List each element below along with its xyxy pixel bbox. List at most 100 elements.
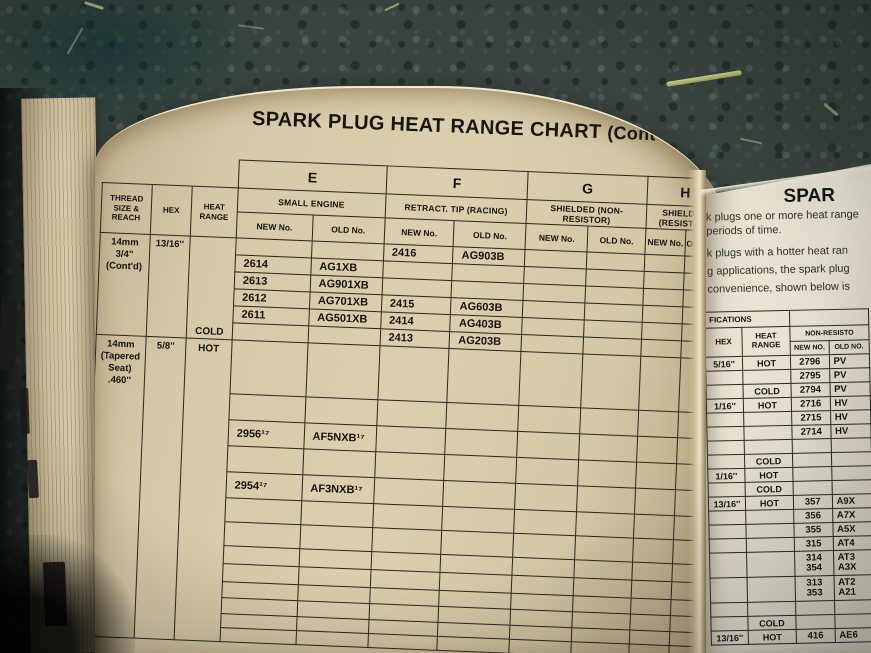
table-cell: 2794: [790, 382, 830, 398]
table-cell: AF5NXB¹⁷: [303, 422, 377, 452]
right-page-heading-fragment: SPAR: [783, 184, 836, 208]
table-cell: [229, 339, 308, 397]
table-cell: [746, 537, 795, 553]
table-cell: [305, 342, 380, 400]
table-cell: [640, 339, 682, 358]
table-cell: HOT: [742, 355, 791, 371]
table-cell: 2954¹⁷: [225, 471, 303, 501]
table-cell: AT4: [832, 535, 871, 551]
table-cell: [705, 384, 744, 400]
page-edge-mark: [19, 387, 30, 435]
table-cell: [295, 630, 369, 648]
table-cell: [743, 425, 793, 441]
table-cell: [642, 288, 684, 307]
table-cell: [792, 438, 831, 454]
table-cell: [743, 411, 792, 427]
table-cell: 13/16'': [711, 630, 749, 646]
table-cell: [519, 351, 584, 408]
table-cell: [708, 510, 746, 526]
table-cell: [442, 506, 515, 534]
straw-fragment: [666, 70, 742, 87]
table-cell: [830, 437, 871, 453]
table-cell: [831, 465, 871, 481]
table-cell: [513, 533, 576, 560]
table-cell: [437, 636, 510, 653]
table-cell: PV: [829, 367, 870, 383]
page-edge-mark: [27, 459, 39, 499]
table-cell: [792, 466, 832, 482]
table-cell: 356: [793, 508, 833, 524]
table-cell: [517, 431, 580, 460]
table-cell: [574, 535, 634, 563]
table-cell: A9X: [831, 493, 871, 509]
spec-old-label: OLD NO.: [828, 339, 870, 355]
table-cell: [509, 639, 572, 653]
table-cell: [834, 613, 871, 629]
spec-group-label: NON-RESISTO: [789, 324, 870, 342]
table-cell: 1/16'': [707, 468, 746, 484]
table-cell: HV: [830, 423, 871, 439]
spacer-cell: [789, 308, 869, 327]
table-cell: [302, 448, 376, 478]
table-cell: A7X: [832, 507, 871, 523]
spec-hex-label: HEX: [704, 327, 743, 358]
spec-new-label: NEW NO.: [790, 340, 829, 356]
table-cell: [445, 428, 519, 458]
table-cell: [224, 497, 302, 525]
table-cell: [705, 370, 743, 386]
page-title: SPARK PLUG HEAT RANGE CHART (Cont'd): [195, 106, 725, 150]
table-cell: [644, 254, 685, 273]
table-cell: [744, 439, 793, 455]
table-cell: [710, 577, 748, 604]
table-cell: [641, 322, 683, 341]
table-cell: [795, 614, 835, 630]
table-cell: [576, 485, 636, 515]
table-cell: COLD: [742, 383, 792, 399]
table-cell: [575, 511, 635, 539]
table-cell: AT2 A21: [833, 574, 871, 601]
table-cell: [578, 433, 638, 463]
table-cell: [637, 410, 679, 438]
table-cell: [515, 457, 579, 486]
header-heat-range: HEAT RANGE: [190, 186, 239, 238]
table-cell: [579, 407, 639, 437]
table-cell: [374, 451, 446, 481]
table-cell: [444, 454, 518, 484]
spec-title-fragment: FICATIONS: [704, 310, 790, 329]
table-cell: [377, 345, 450, 403]
table-cell: HV: [829, 395, 871, 411]
table-cell: [446, 402, 520, 432]
table-cell: COLD: [744, 453, 793, 469]
table-cell: 2715: [791, 410, 831, 426]
thread-size-cell: 14mm 3/4'' (Cont'd): [96, 232, 151, 337]
straw-fragment: [740, 137, 762, 145]
table-cell: [299, 524, 373, 552]
table-cell: 314 354: [794, 550, 834, 577]
right-page: SPAR k plugs one or more heat range peri…: [702, 164, 871, 653]
table-cell: [629, 614, 671, 632]
table-cell: [226, 445, 304, 475]
header-hex: HEX: [150, 184, 193, 237]
spec-heat-label: HEAT RANGE: [741, 326, 791, 357]
table-cell: 315: [794, 536, 834, 552]
table-cell: [518, 405, 581, 434]
table-row: 13/16'' HOT 416 AE6: [711, 627, 871, 646]
table-cell: [831, 479, 871, 495]
table-cell: [219, 627, 297, 645]
table-cell: [709, 538, 747, 554]
table-cell: 5/16'': [705, 356, 743, 372]
table-cell: [514, 483, 578, 512]
table-cell: [710, 602, 748, 618]
table-cell: [642, 305, 683, 324]
table-cell: COLD: [747, 615, 797, 631]
right-page-intro: k plugs one or more heat range periods o…: [706, 208, 871, 297]
table-cell: 355: [793, 522, 833, 538]
table-cell: [638, 356, 681, 412]
table-cell: [304, 396, 378, 426]
table-cell: 2956¹⁷: [227, 419, 305, 449]
table-cell: [746, 576, 796, 603]
table-cell: [709, 552, 747, 579]
table-cell: [630, 598, 672, 616]
table-cell: [634, 488, 676, 516]
new-no-label: NEW No.: [644, 228, 686, 256]
